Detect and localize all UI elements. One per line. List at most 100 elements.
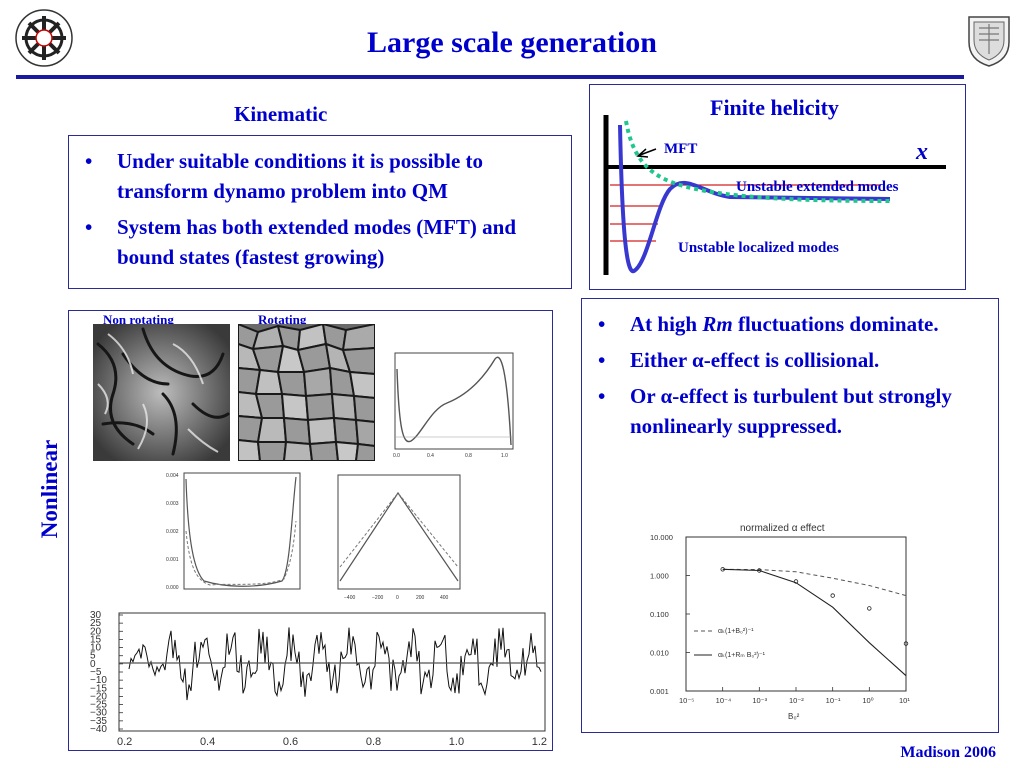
svg-text:0: 0 [396, 595, 399, 601]
rm-bullet: At high Rm fluctuations dominate. [582, 309, 998, 339]
plot-frame [685, 536, 907, 692]
rm-bullet-text: fluctuations dominate. [732, 312, 939, 336]
rm-bullet-text: At high [630, 312, 703, 336]
x-tick-label: 0.8 [366, 736, 381, 748]
alpha-symbol: α [660, 384, 673, 408]
svg-text:0.004: 0.004 [166, 473, 179, 479]
university-crest [966, 14, 1012, 68]
y-tick-label: −25 [90, 700, 107, 711]
solid-series [722, 568, 907, 677]
rotating-label: Rotating [258, 312, 307, 327]
nonlinear-label: Nonlinear [37, 439, 62, 539]
x-tick-label: 10⁰ [862, 696, 873, 705]
potential-curve [618, 124, 891, 274]
rm-bullets: At high Rm fluctuations dominate. Either… [582, 309, 998, 441]
helicity-profile-plot: 0.0 0.4 0.8 1.0 [393, 352, 514, 459]
y-tick-label: −10 [90, 675, 107, 686]
data-point [720, 567, 725, 572]
x-tick-label: 10⁻⁵ [679, 696, 694, 705]
y-tick-label: 0 [90, 659, 96, 670]
rm-bullet: Either α-effect is collisional. [582, 345, 998, 375]
svg-text:−400: −400 [344, 595, 355, 601]
svg-text:0.0: 0.0 [393, 453, 400, 459]
kinematic-heading: Kinematic [234, 102, 328, 126]
data-point [830, 593, 835, 598]
y-tick-label: 10.000 [650, 533, 673, 542]
x-tick-label: 0.6 [283, 736, 298, 748]
rm-bullet-text: -effect is turbulent but strongly nonlin… [630, 384, 952, 438]
x-tick-label: 10⁻³ [752, 696, 767, 705]
y-tick-label: 20 [90, 626, 102, 637]
y-tick-label: 0.010 [650, 649, 669, 658]
x-tick-label: 10⁻¹ [826, 696, 841, 705]
svg-text:0.8: 0.8 [465, 453, 472, 459]
data-point [867, 606, 872, 611]
x-tick-label: 1.0 [449, 736, 464, 748]
data-point [757, 568, 762, 573]
svg-text:−200: −200 [372, 595, 383, 601]
svg-text:0.003: 0.003 [166, 501, 179, 507]
svg-text:0.002: 0.002 [166, 529, 179, 535]
x-tick-label: 10¹ [899, 696, 910, 705]
alpha-symbol: α [692, 348, 704, 372]
svg-text:0.001: 0.001 [166, 557, 179, 563]
dashed-series [722, 568, 907, 597]
helicity-heading: Finite helicity [710, 95, 839, 120]
rotating-image [238, 324, 375, 461]
y-tick-label: 0.100 [650, 610, 669, 619]
potential-diagram [603, 115, 946, 275]
footer: Madison 2006 [900, 744, 996, 761]
non-rotating-label: Non rotating [103, 312, 174, 327]
svg-text:0.4: 0.4 [427, 453, 434, 459]
legend-solid: αₖ(1+Rₘ B₀²)⁻¹ [718, 652, 766, 659]
cmso-logo [14, 8, 74, 68]
y-tick-label: 5 [90, 651, 96, 662]
kinematic-bullets: Under suitable conditions it is possible… [69, 146, 571, 272]
y-tick-label: 30 [90, 611, 102, 621]
y-tick-label: 25 [90, 618, 102, 629]
x-tick-label: 10⁻⁴ [716, 696, 732, 705]
rm-bullet-text: Either [630, 348, 693, 372]
nonlinear-box: Non rotating Rotating [68, 310, 553, 751]
kinematic-box: Under suitable conditions it is possible… [68, 135, 572, 289]
rm-bullet-text: -effect is collisional. [703, 348, 880, 372]
y-tick-label: −15 [90, 683, 107, 694]
non-rotating-image [93, 324, 230, 461]
rm-bullet: Or α-effect is turbulent but strongly no… [582, 381, 998, 441]
svg-text:200: 200 [416, 595, 425, 601]
chart-title: normalized α effect [740, 523, 825, 534]
svg-text:1.0: 1.0 [501, 453, 508, 459]
data-point [903, 641, 909, 646]
extended-modes-label: Unstable extended modes [736, 179, 899, 195]
mft-label: MFT [664, 141, 698, 157]
y-tick-label: −5 [90, 667, 102, 678]
y-tick-label: 15 [90, 634, 102, 645]
helicity-box: Finite helicity MFT x Unstable extended … [589, 84, 966, 290]
x-label: x [916, 139, 928, 165]
x-tick-label: 0.2 [117, 736, 132, 748]
svg-text:0.000: 0.000 [166, 585, 179, 591]
rm-box: At high Rm fluctuations dominate. Either… [581, 298, 999, 733]
mft-arrow [639, 148, 657, 156]
kinematic-bullet: System has both extended modes (MFT) and… [69, 212, 571, 272]
legend-dashed: αₖ(1+B₀²)⁻¹ [718, 628, 754, 635]
mft-curve [624, 120, 891, 203]
localized-modes-label: Unstable localized modes [678, 240, 839, 256]
y-tick-label: −40 [90, 724, 107, 735]
y-tick-label: −20 [90, 691, 107, 702]
y-tick-label: 0.001 [650, 687, 669, 696]
rm-bullet-text: Or [630, 384, 661, 408]
x-axis-label: B₀² [788, 712, 800, 721]
svg-text:400: 400 [440, 595, 449, 601]
data-point [793, 579, 799, 584]
slide-title: Large scale generation [367, 26, 657, 59]
profile-plot: 0.004 0.003 0.002 0.001 0.000 [166, 472, 301, 591]
x-tick-label: 10⁻² [789, 696, 804, 705]
y-tick-label: −35 [90, 716, 107, 727]
alpha-effect-chart: normalized α effect 10.000 1.000 0.100 0.01… [650, 523, 910, 721]
rm-italic: Rm [702, 312, 733, 336]
y-tick-label: 10 [90, 643, 102, 654]
x-tick-label: 0.4 [200, 736, 215, 748]
x-tick-label: 1.2 [532, 736, 547, 748]
